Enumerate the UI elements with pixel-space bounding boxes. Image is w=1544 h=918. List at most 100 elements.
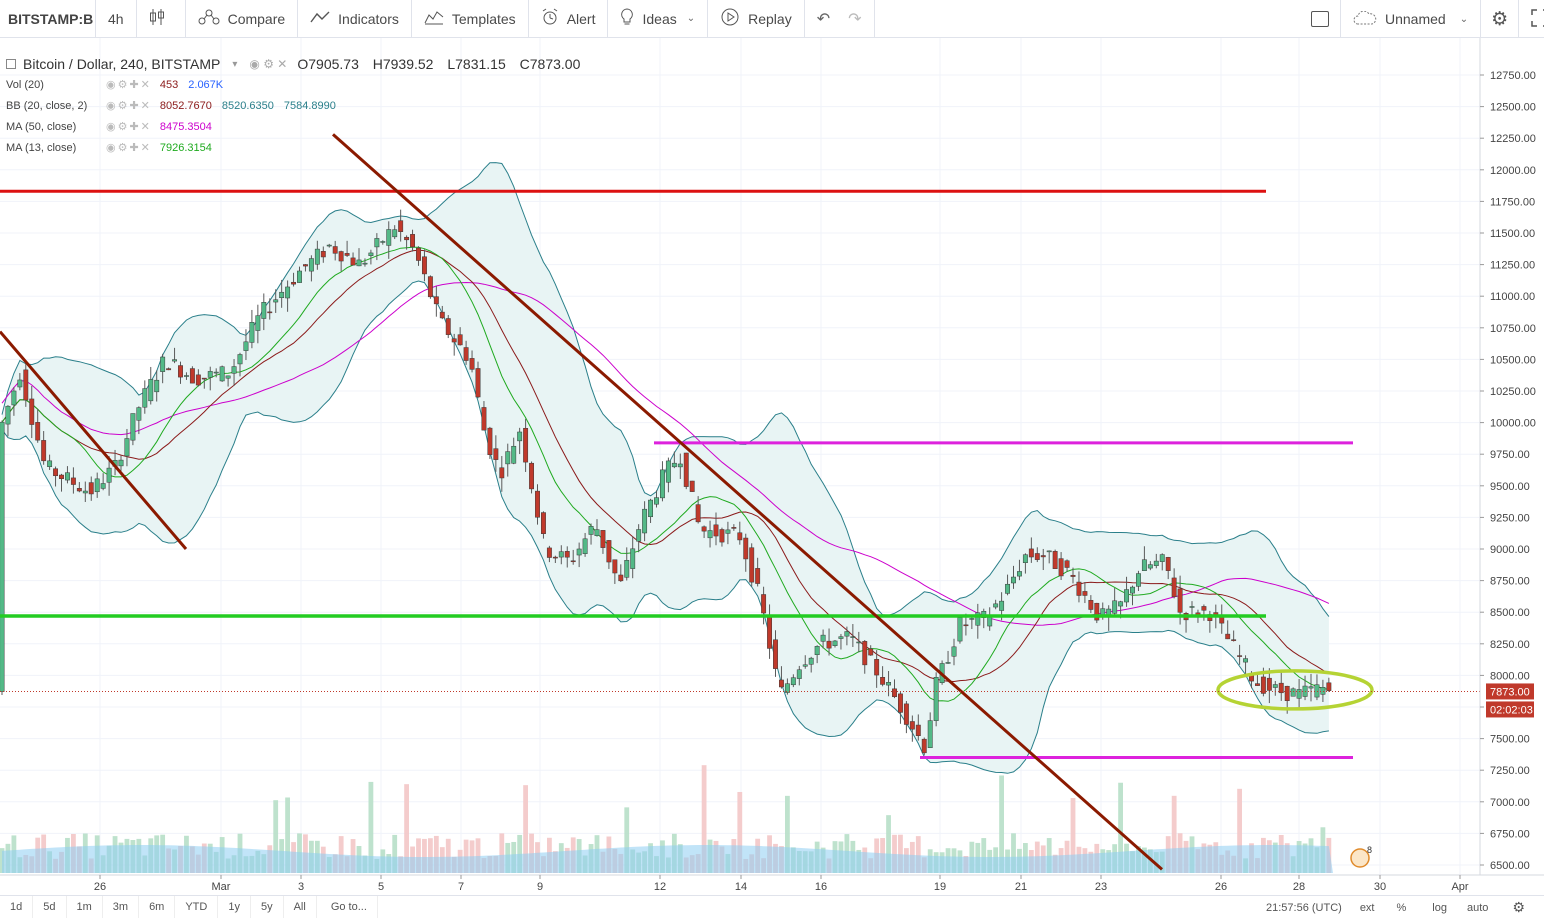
candle-body [94,478,100,493]
indicators-button[interactable]: Indicators [298,0,412,38]
time-tick-label: Apr [1451,881,1468,893]
replay-icon [720,7,740,31]
gear-icon[interactable]: ⚙ [1512,899,1525,915]
log-toggle[interactable]: log [1432,901,1447,914]
auto-toggle[interactable]: auto [1466,901,1489,914]
layout-menu-button[interactable]: Unnamed ⌄ [1341,0,1480,38]
candle-body [243,341,249,351]
price-axis[interactable]: 12750.00 12500.00 12250.00 12000.00 11750.00… [1479,38,1544,875]
legend-buttons[interactable]: ◉ ⚙ ✕ [249,57,288,71]
ideas-button[interactable]: Ideas ⌄ [608,0,709,38]
user-drawings[interactable]: 8 [0,133,1480,871]
undo-button[interactable]: ↶ [805,0,836,38]
study-legend-row[interactable]: MA (13, close) ◉⚙✚✕ 7926.3154 [6,137,590,158]
volume-bar [737,791,743,873]
range-button-5d[interactable]: 5d [33,895,67,918]
countdown-label: 02:02:03 [1490,704,1533,716]
candle-body [624,560,630,578]
candle-body [832,640,838,646]
range-button-3m[interactable]: 3m [103,895,140,918]
range-button-1m[interactable]: 1m [67,895,103,918]
candle-body [124,438,130,457]
volume-bar [624,807,630,873]
goto-button[interactable]: Go to... [317,895,378,918]
bollinger-upper [1,162,1330,617]
study-value: 8475.3504 [159,120,212,133]
indicators-label: Indicators [338,10,399,27]
compare-button[interactable]: Compare [186,0,299,38]
study-legend-row[interactable]: MA (50, close) ◉⚙✚✕ 8475.3504 [6,116,590,137]
chevron-down-icon[interactable]: ▾ [232,58,238,70]
ext-toggle[interactable]: ext [1359,901,1375,914]
range-button-ytd[interactable]: YTD [175,895,219,918]
settings-button[interactable]: ⚙ [1481,0,1518,38]
trend-line-main [332,133,1163,871]
price-tick-label: 7500.00 [1490,734,1530,746]
price-tick-label: 11500.00 [1490,228,1535,240]
candle-body [1189,606,1195,608]
volume-bar [338,836,344,873]
candle-body [630,548,636,569]
volume-bar [915,836,921,873]
fullscreen-button[interactable] [1519,0,1544,38]
candle-body [749,547,755,583]
price-tick-label: 9250.00 [1490,512,1530,524]
interval-selector[interactable]: 4h [96,0,137,38]
candle-body [808,657,814,665]
volume-bar [285,797,290,873]
candle-body [886,682,891,686]
study-value: 7584.8990 [283,99,336,112]
alert-button[interactable]: Alert [529,0,609,38]
gear-icon: ⚙ [1491,8,1509,30]
symbol-title: Bitcoin / Dollar, 240, BITSTAMP [23,56,221,72]
templates-button[interactable]: Templates [412,0,529,38]
candle-body [410,234,416,248]
range-button-6m[interactable]: 6m [139,895,176,918]
utc-clock: 21:57:56 (UTC) [1266,901,1342,914]
study-buttons[interactable]: ◉⚙✚✕ [106,142,152,154]
time-tick-label: 5 [378,881,384,893]
candle-body [844,631,850,637]
chart-type-button[interactable] [137,0,186,38]
candle-body [297,270,302,283]
candle-body [70,477,76,485]
candle-body [1153,560,1159,566]
range-button-5y[interactable]: 5y [251,895,284,918]
symbol-search[interactable]: BITSTAMP:B [0,0,96,38]
time-tick-label: 21 [1015,881,1027,893]
volume-bar [1118,782,1123,873]
price-chart[interactable]: 8 12750.00 12500.00 12250.00 12000.00 11750.… [0,38,1544,895]
candle-body [761,594,767,614]
layout-name: Unnamed [1385,11,1446,27]
percent-toggle[interactable]: % [1396,901,1407,914]
volume-bar [445,838,451,873]
study-buttons[interactable]: ◉⚙✚✕ [106,100,152,112]
event-count: 8 [1367,845,1372,855]
top-toolbar: BITSTAMP:B 4h Compare Indicators Templat… [0,0,1544,38]
candle-body [166,368,172,371]
candle-body [392,229,398,238]
candle-body [487,427,493,455]
candle-body [1070,574,1076,577]
study-buttons[interactable]: ◉⚙✚✕ [106,121,152,133]
checkbox-icon[interactable] [1311,11,1329,27]
range-button-1y[interactable]: 1y [218,895,251,918]
volume-bar [422,838,427,873]
study-legend-row[interactable]: BB (20, close, 2) ◉⚙✚✕ 8052.7670 8520.6350 7… [6,95,590,116]
candle-body [874,659,880,676]
volume-bar [886,815,891,873]
redo-button[interactable]: ↷ [836,0,875,38]
time-axis[interactable]: 26 Mar 3 5 7 9 12 14 16 19 21 23 26 28 30 Apr [0,874,1544,895]
study-legend-row[interactable]: Vol (20) ◉⚙✚✕ 453 2.067K [6,74,590,95]
time-tick-label: 19 [934,881,946,893]
study-buttons[interactable]: ◉⚙✚✕ [106,79,152,91]
price-tick-label: 12500.00 [1490,102,1536,114]
candle-body [576,548,582,556]
range-button-1d[interactable]: 1d [0,895,34,918]
volume-bar [404,784,409,873]
replay-button[interactable]: Replay [708,0,805,38]
collapse-icon[interactable] [6,59,16,69]
candle-body [523,427,529,463]
current-price-label: 7873.00 [1490,686,1530,698]
range-button-all[interactable]: All [284,895,317,918]
